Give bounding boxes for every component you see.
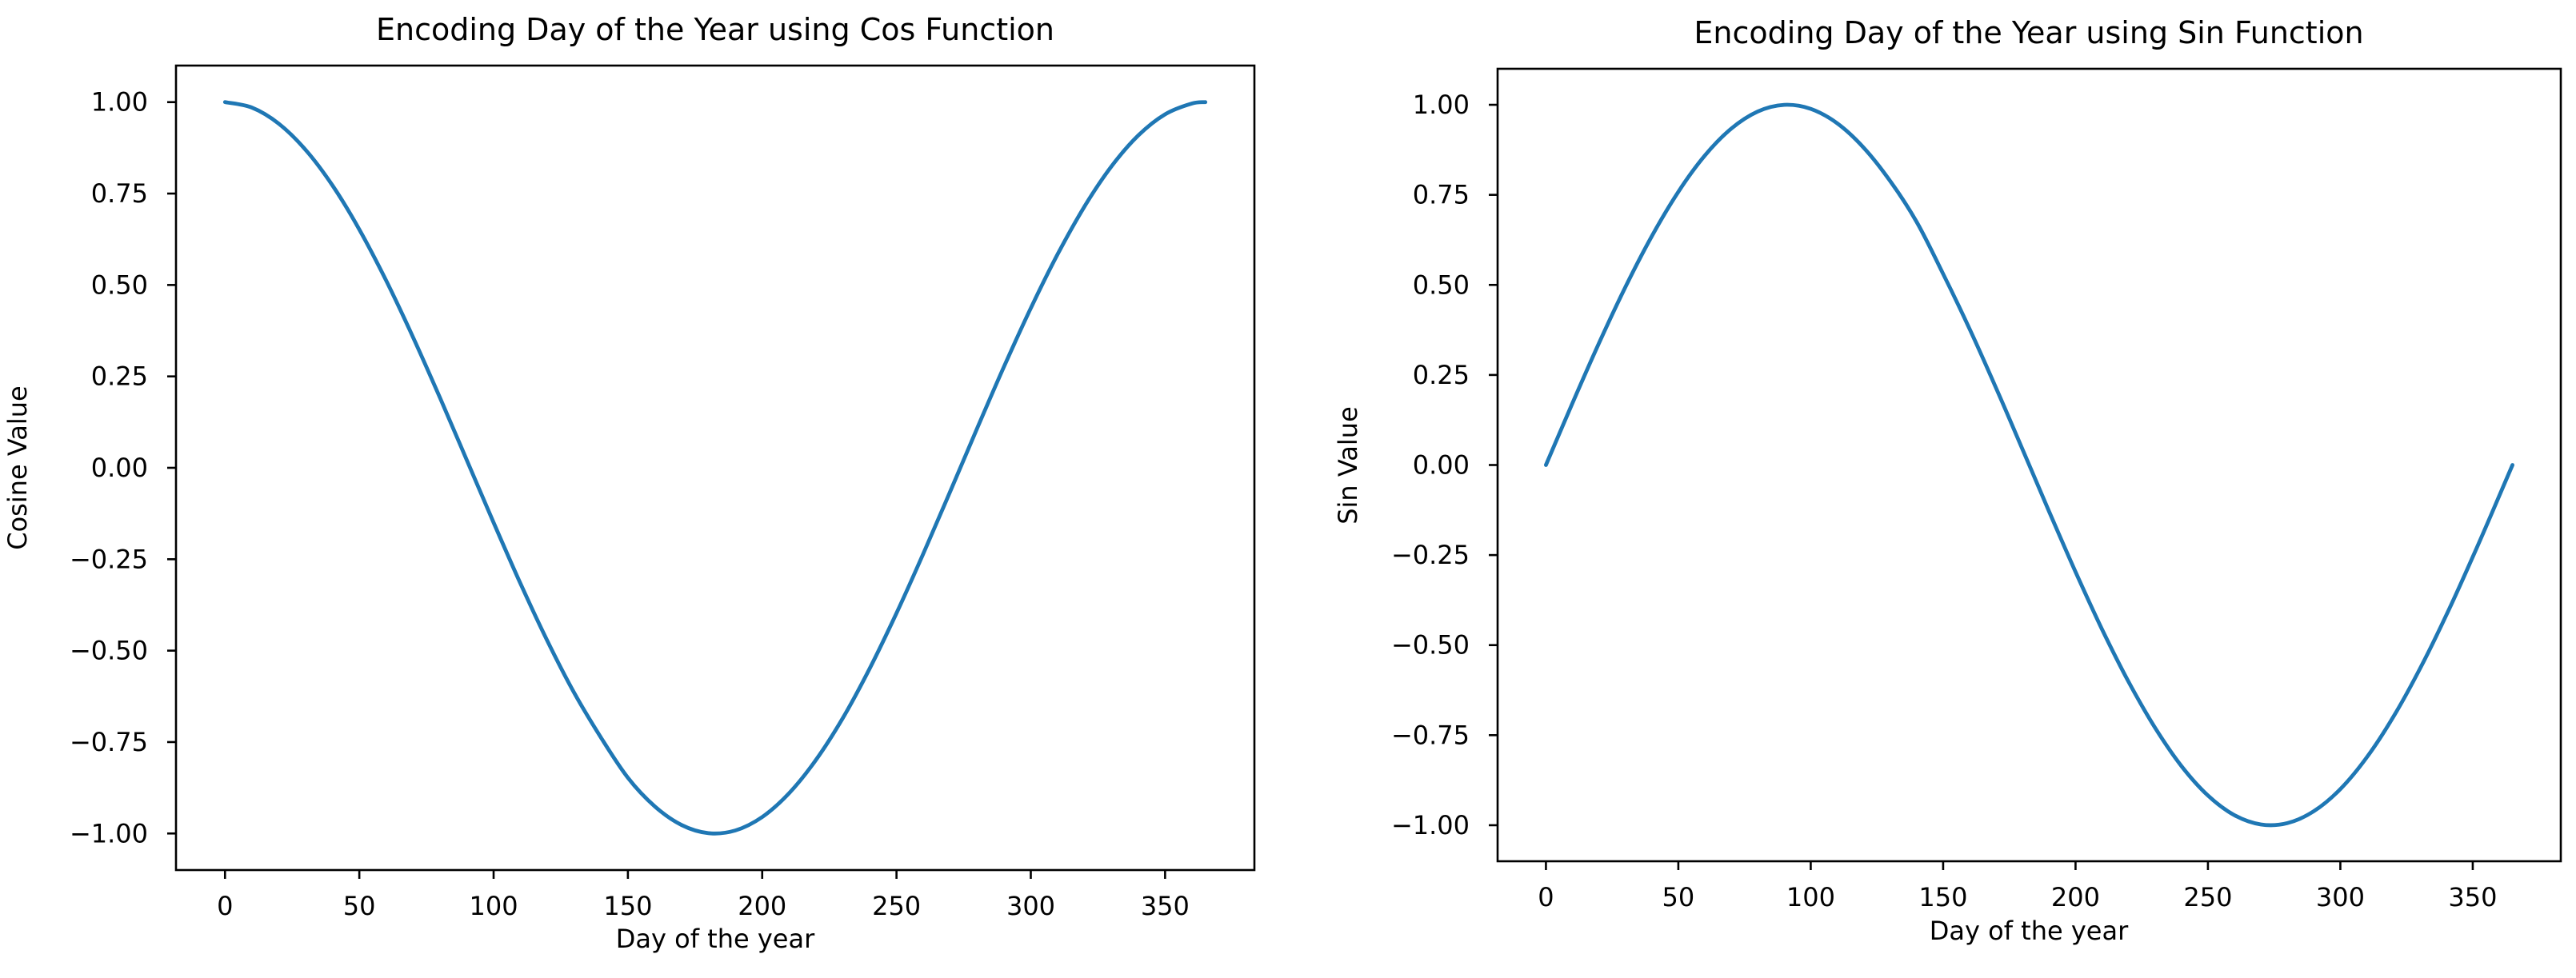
x-tick-label: 100 [1786,882,1835,912]
x-tick-label: 0 [1538,882,1554,912]
y-tick-label: 0.00 [91,453,148,483]
y-tick-label: 0.50 [91,269,148,300]
y-tick-label: 0.75 [1413,180,1470,210]
curve-layer [222,100,1208,836]
x-axis-ticks: 0 50 100 150 200 250 300 350 [217,870,1190,921]
chart-title: Encoding Day of the Year using Cos Funct… [376,12,1054,47]
y-tick-label: 1.00 [91,87,148,118]
y-tick-label: 0.50 [1413,269,1470,300]
y-axis-ticks: 1.00 0.75 0.50 0.25 0.00 −0.25 −0.50 −0.75 −1.00 [70,87,176,848]
y-tick-label: −0.25 [70,544,148,574]
x-tick-label: 100 [469,891,518,921]
curve-layer [1544,102,2514,828]
cos-chart: Encoding Day of the Year using Cos Funct… [2,12,1256,954]
y-tick-label: −0.50 [70,636,148,666]
plot-border [174,64,1256,872]
y-axis-label: Cosine Value [2,385,33,550]
y-axis-label: Sin Value [1333,406,1363,525]
y-tick-label: 0.00 [1413,450,1470,481]
y-tick-label: −0.25 [1391,540,1470,570]
x-tick-label: 200 [738,891,786,921]
y-tick-label: 1.00 [1413,90,1470,120]
y-tick-label: 0.25 [1413,360,1470,390]
y-tick-label: −0.50 [1391,630,1470,661]
y-tick-label: 0.25 [91,361,148,392]
sin-chart: Encoding Day of the Year using Sin Funct… [1333,15,2562,946]
x-tick-label: 150 [603,891,652,921]
y-axis-ticks: 1.00 0.75 0.50 0.25 0.00 −0.25 −0.50 −0.75 −1.00 [1391,90,1498,840]
y-tick-label: −1.00 [70,818,148,848]
x-tick-label: 300 [2316,882,2365,912]
x-tick-label: 50 [343,891,376,921]
cos-curve [222,100,1208,836]
x-axis-ticks: 0 50 100 150 200 250 300 350 [1538,861,2497,912]
y-tick-label: −0.75 [1391,720,1470,750]
x-tick-label: 350 [2448,882,2497,912]
y-tick-label: 0.75 [91,178,148,209]
x-tick-label: 250 [2183,882,2232,912]
x-tick-label: 150 [1918,882,1967,912]
x-tick-label: 250 [872,891,921,921]
x-tick-label: 300 [1006,891,1055,921]
y-tick-label: −1.00 [1391,810,1470,840]
chart-title: Encoding Day of the Year using Sin Funct… [1694,15,2363,50]
y-tick-label: −0.75 [70,727,148,757]
sin-curve [1544,102,2514,828]
x-tick-label: 200 [2051,882,2100,912]
x-tick-label: 50 [1662,882,1695,912]
x-axis-label: Day of the year [1930,916,2129,946]
x-tick-label: 0 [217,891,233,921]
x-tick-label: 350 [1141,891,1190,921]
x-axis-label: Day of the year [616,924,815,954]
